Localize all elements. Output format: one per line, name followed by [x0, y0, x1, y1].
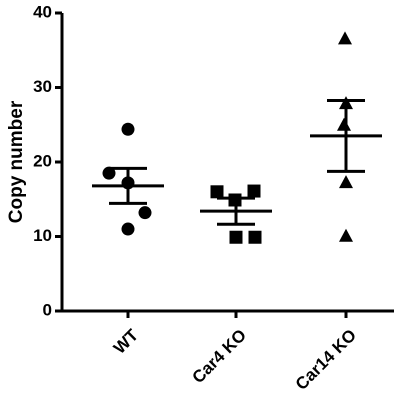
point [121, 222, 135, 236]
x-tick-label: Car4 KO [188, 326, 250, 388]
error-bar [327, 99, 365, 173]
point [338, 31, 352, 45]
point [210, 185, 224, 199]
point [337, 117, 351, 131]
y-tick-label: 20 [33, 151, 52, 170]
x-tick-label: Car14 KO [292, 326, 360, 394]
point [102, 166, 116, 180]
point [339, 228, 353, 242]
point [138, 206, 152, 220]
error-bar [109, 166, 147, 205]
error-bar [217, 196, 255, 226]
point [339, 175, 353, 189]
point [121, 122, 135, 136]
x-tick-label: WT [110, 325, 143, 358]
y-tick-label: 40 [33, 2, 52, 21]
point [248, 230, 262, 244]
point [247, 184, 261, 198]
y-tick-label: 0 [43, 300, 52, 319]
y-axis-label: Copy number [6, 100, 27, 223]
point [229, 230, 243, 244]
y-tick-label: 10 [33, 226, 52, 245]
y-tick-label: 30 [33, 77, 52, 96]
